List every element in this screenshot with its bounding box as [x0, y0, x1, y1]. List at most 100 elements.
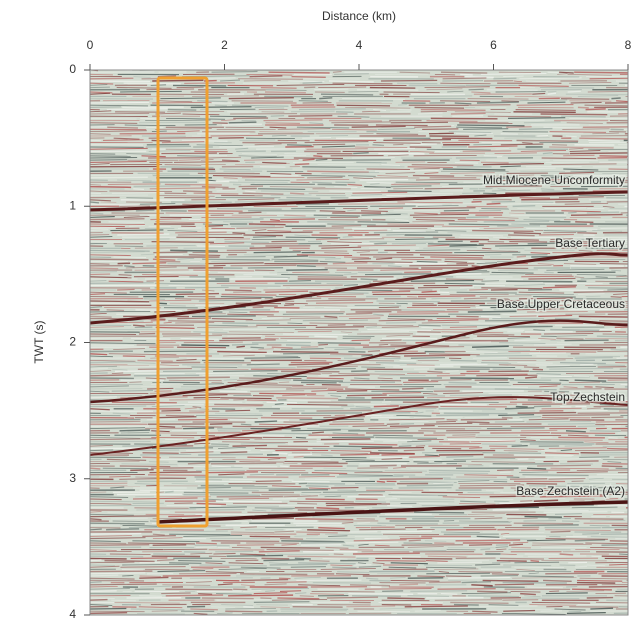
reflector [267, 402, 297, 403]
reflector [508, 235, 535, 236]
reflector [158, 76, 176, 77]
reflector [90, 250, 150, 251]
reflector [228, 595, 293, 596]
reflector [259, 551, 300, 552]
reflector [374, 232, 438, 233]
reflector [307, 378, 344, 379]
reflector [560, 363, 606, 364]
reflector [344, 274, 358, 275]
reflector [165, 184, 222, 185]
reflector [364, 187, 390, 188]
reflector [316, 303, 373, 304]
reflector [212, 71, 258, 72]
reflector [90, 202, 99, 203]
reflector [542, 415, 610, 416]
reflector [501, 554, 517, 555]
reflector [221, 286, 281, 287]
reflector [369, 580, 390, 581]
reflector [500, 558, 544, 559]
reflector [323, 492, 385, 493]
reflector [104, 561, 154, 562]
reflector [294, 456, 304, 457]
reflector [544, 512, 608, 513]
reflector [247, 457, 286, 458]
reflector [222, 294, 277, 295]
reflector [240, 574, 307, 575]
reflector [446, 456, 473, 457]
reflector [146, 281, 164, 282]
reflector [367, 169, 410, 170]
reflector [358, 272, 402, 273]
reflector [418, 296, 475, 297]
reflector [110, 554, 151, 555]
reflector [314, 336, 337, 337]
reflector [296, 437, 306, 438]
reflector [152, 448, 213, 449]
reflector [357, 522, 370, 523]
reflector [205, 263, 263, 264]
reflector [422, 129, 458, 130]
reflector [602, 466, 623, 467]
reflector [317, 441, 374, 442]
reflector [543, 580, 572, 581]
reflector [329, 121, 382, 122]
reflector [451, 360, 477, 361]
reflector [375, 171, 439, 172]
reflector [211, 541, 279, 542]
reflector [245, 402, 262, 403]
reflector [418, 325, 440, 326]
reflector [229, 122, 257, 123]
reflector [129, 382, 141, 383]
reflector [221, 452, 248, 453]
reflector [288, 81, 324, 82]
reflector [219, 146, 274, 147]
reflector [204, 230, 248, 231]
reflector [195, 545, 230, 546]
reflector [90, 543, 126, 544]
reflector [436, 415, 489, 416]
reflector [353, 553, 420, 554]
reflector [90, 87, 110, 88]
reflector [376, 301, 439, 302]
reflector [250, 248, 282, 249]
reflector [386, 322, 416, 323]
reflector [517, 256, 526, 257]
reflector [90, 334, 136, 335]
reflector [472, 387, 528, 388]
reflector [169, 285, 209, 286]
reflector [272, 347, 293, 348]
reflector [358, 288, 414, 289]
reflector [559, 72, 574, 73]
reflector [612, 525, 642, 526]
reflector [472, 346, 509, 347]
reflector [208, 393, 251, 394]
reflector [505, 408, 534, 409]
reflector [90, 523, 145, 524]
reflector [259, 393, 316, 394]
reflector [271, 116, 284, 117]
reflector [425, 455, 439, 456]
reflector [297, 503, 317, 504]
reflector [263, 277, 290, 278]
reflector [469, 448, 482, 449]
reflector [215, 105, 227, 106]
reflector [197, 487, 231, 488]
reflector [232, 233, 245, 234]
reflector [571, 102, 602, 103]
reflector [362, 448, 424, 449]
reflector [90, 83, 113, 84]
reflector [379, 208, 403, 209]
reflector [270, 564, 328, 565]
reflector [132, 541, 199, 542]
reflector [222, 160, 238, 161]
reflector [518, 413, 577, 414]
reflector [479, 606, 537, 607]
reflector [284, 215, 305, 216]
reflector [374, 243, 387, 244]
reflector [328, 536, 347, 537]
reflector [115, 246, 143, 247]
reflector [191, 107, 252, 108]
reflector [353, 153, 369, 154]
reflector [575, 380, 607, 381]
reflector [90, 187, 131, 188]
